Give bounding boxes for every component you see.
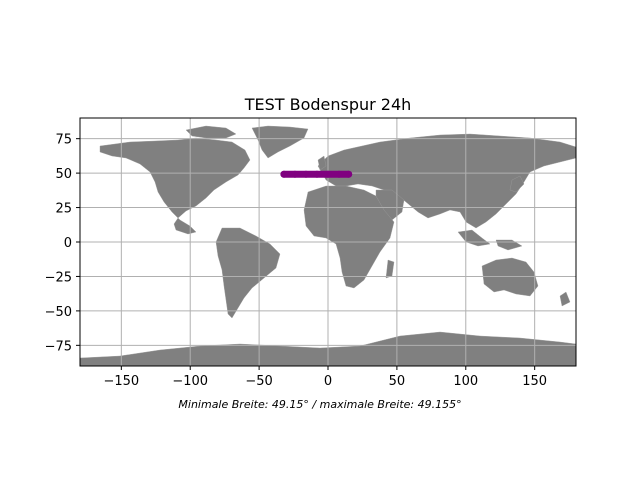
- y-tick-label: −25: [45, 270, 72, 285]
- ground-track-point: [324, 170, 332, 178]
- y-tick-label: 0: [64, 236, 72, 251]
- grid-lines: [80, 118, 576, 366]
- x-axis: −150 −100 −50 0 50 100 150: [103, 366, 547, 389]
- y-axis: 75 50 25 0 −25 −50 −75: [45, 133, 80, 354]
- y-tick-label: 50: [55, 167, 72, 182]
- new-zealand-landmass: [559, 291, 571, 307]
- ground-track: [280, 170, 353, 178]
- y-tick-label: 75: [55, 133, 72, 148]
- map-title: TEST Bodenspur 24h: [244, 95, 412, 114]
- uk-landmass: [317, 155, 327, 171]
- ground-track-point: [345, 170, 353, 178]
- canadian-arctic-landmass: [185, 125, 237, 139]
- japan-landmass: [509, 175, 525, 193]
- ground-track-point: [335, 170, 343, 178]
- ground-track-point: [313, 170, 321, 178]
- landmasses: [79, 125, 577, 367]
- ground-track-point: [291, 170, 299, 178]
- x-tick-label: −150: [103, 374, 139, 389]
- latitude-footnote: Minimale Breite: 49.15° / maximale Breit…: [178, 398, 461, 411]
- x-tick-label: −50: [245, 374, 272, 389]
- greenland-landmass: [251, 125, 309, 159]
- ground-track-point: [302, 170, 310, 178]
- x-tick-label: 50: [389, 374, 406, 389]
- north-america-landmass: [99, 137, 251, 235]
- x-tick-label: 150: [522, 374, 547, 389]
- x-tick-label: −100: [172, 374, 208, 389]
- plot-area: [79, 117, 577, 367]
- y-tick-label: 25: [55, 202, 72, 217]
- australia-landmass: [481, 257, 539, 297]
- y-tick-label: −75: [45, 339, 72, 354]
- x-tick-label: 0: [324, 374, 332, 389]
- y-tick-label: −50: [45, 305, 72, 320]
- africa-landmass: [303, 185, 395, 289]
- x-tick-label: 100: [453, 374, 478, 389]
- ground-track-point: [280, 170, 288, 178]
- south-america-landmass: [215, 227, 281, 319]
